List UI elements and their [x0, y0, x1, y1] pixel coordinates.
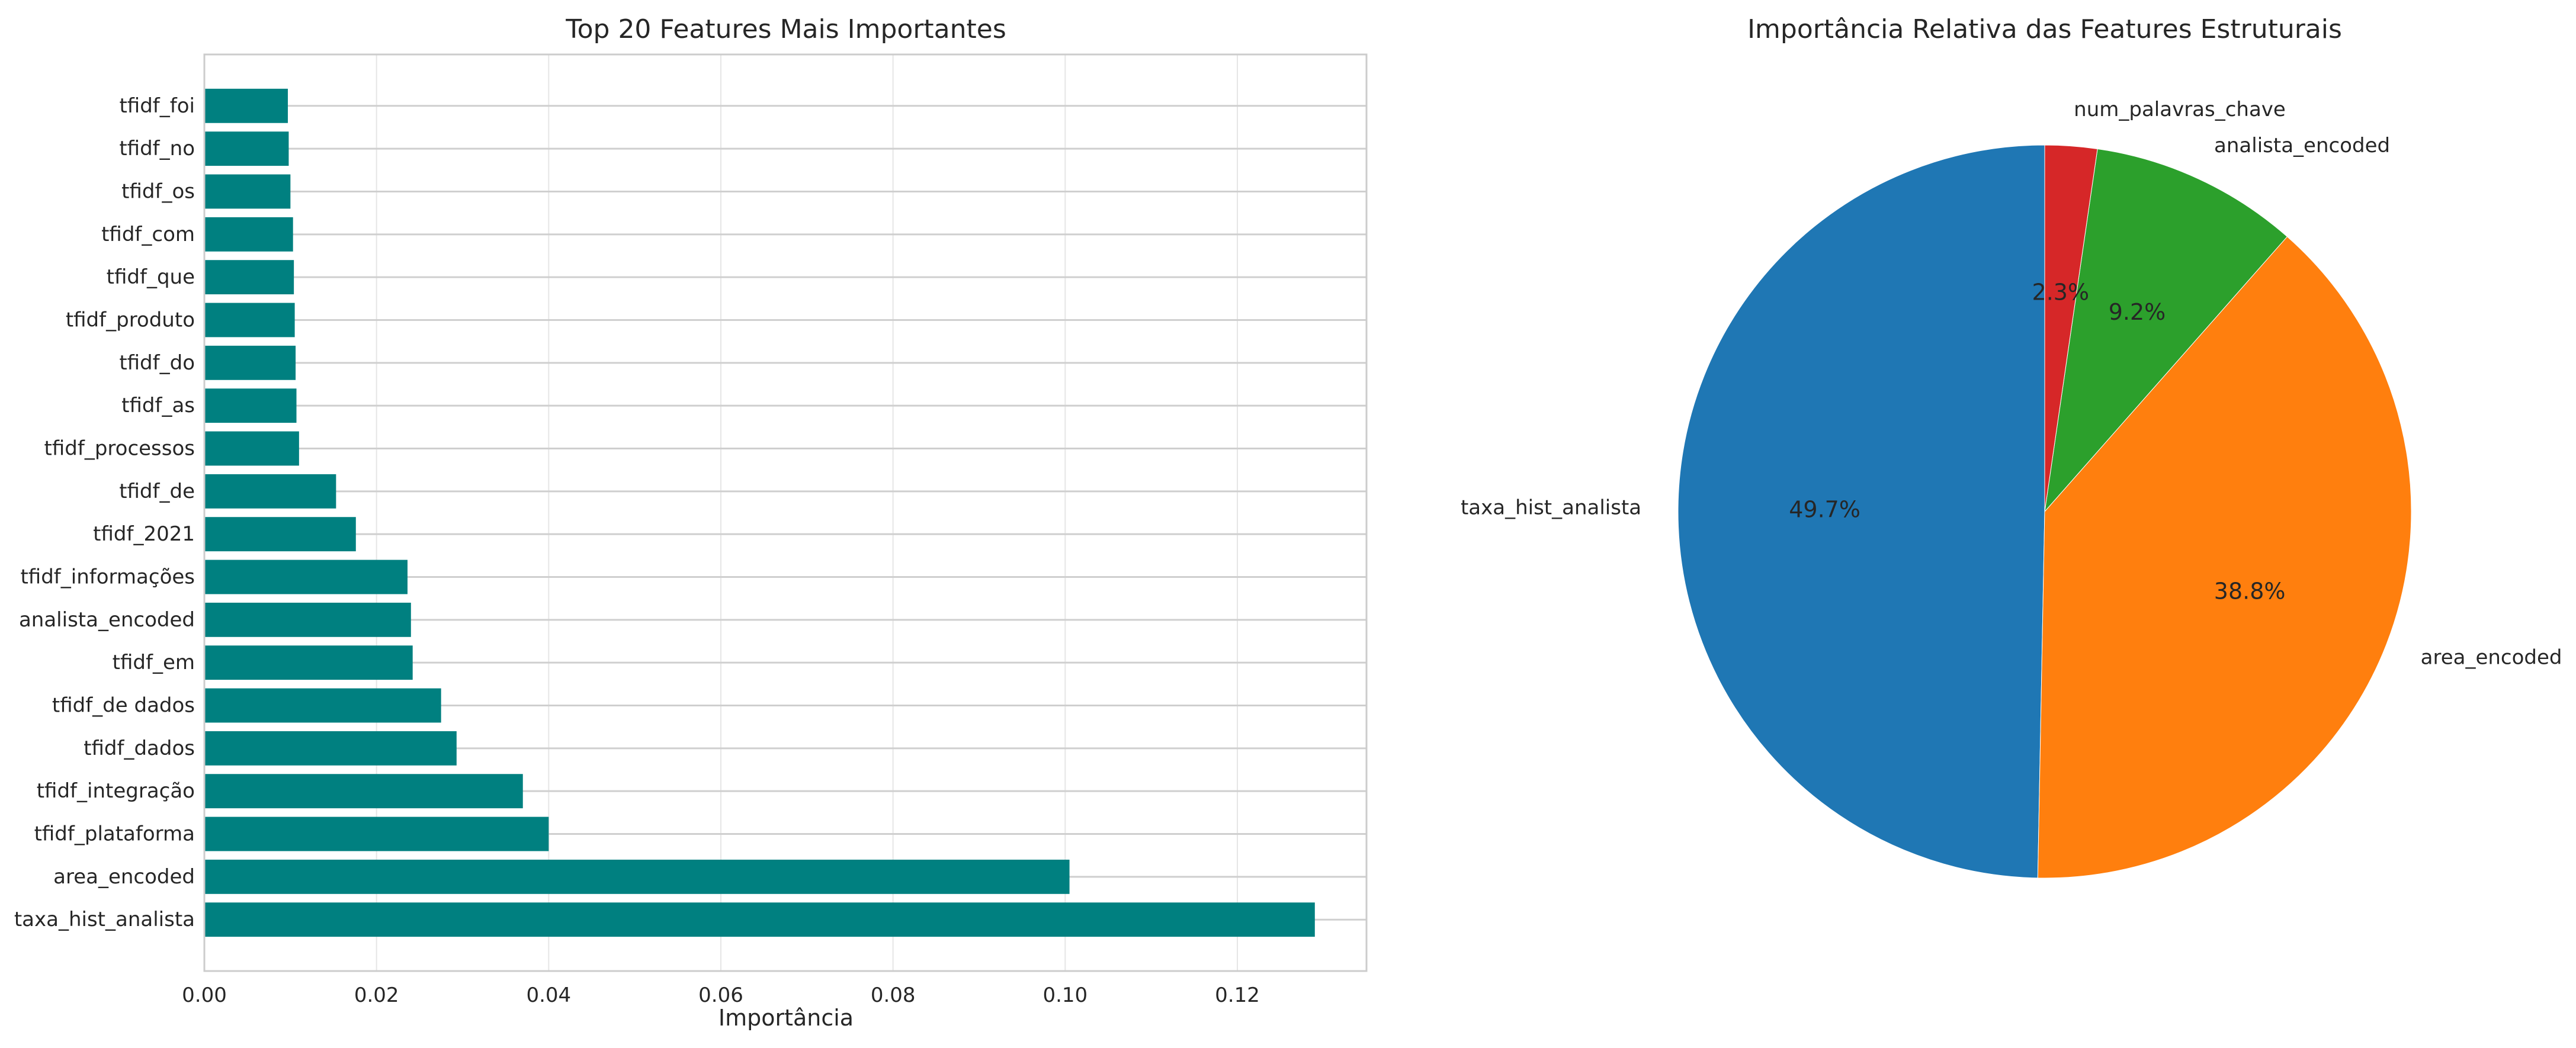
- bar-chart-panel: Top 20 Features Mais Importantes taxa_hi…: [14, 14, 1368, 1031]
- bar-category-labels: taxa_hist_analista area_encoded tfidf_plat…: [14, 94, 195, 931]
- bar-tfidf_2021: [204, 517, 356, 552]
- bar-tfidf_que: [204, 260, 294, 295]
- pie-labels: 49.7% taxa_hist_analista 38.8% area_encoded…: [1461, 98, 2562, 670]
- bar-category-label: tfidf_de: [119, 480, 195, 503]
- pie-slice-label: taxa_hist_analista: [1461, 496, 1641, 520]
- pie-chart-title: Importância Relativa das Features Estrut…: [1747, 14, 2342, 44]
- bar-series: [204, 88, 1315, 937]
- bar-tfidf_integração: [204, 774, 523, 809]
- bar-x-tick-label: 0.04: [526, 983, 571, 1007]
- bar-category-label: tfidf_processos: [44, 436, 195, 460]
- bar-tfidf_plataforma: [204, 816, 549, 851]
- bar-category-label: tfidf_foi: [119, 94, 195, 118]
- bar-category-label: tfidf_no: [119, 137, 195, 160]
- bar-category-label: tfidf_que: [107, 265, 195, 289]
- pie-chart-panel: Importância Relativa das Features Estrut…: [1461, 14, 2562, 879]
- bar-tfidf_informações: [204, 560, 408, 594]
- bar-x-tick-label: 0.10: [1042, 983, 1087, 1007]
- bar-category-label: tfidf_as: [121, 394, 195, 417]
- bar-tfidf_dados: [204, 731, 457, 766]
- bar-tfidf_as: [204, 388, 297, 423]
- bar-analista_encoded: [204, 602, 411, 637]
- pie-slice-area_encoded: [2037, 236, 2412, 879]
- bar-x-axis-label: Importância: [718, 1005, 854, 1031]
- bar-category-label: taxa_hist_analista: [14, 908, 195, 931]
- bar-category-label: tfidf_integração: [37, 779, 195, 803]
- pie-percent-label: 49.7%: [1789, 496, 1860, 522]
- bar-x-tick-label: 0.06: [698, 983, 743, 1007]
- bar-x-tick-label: 0.02: [354, 983, 399, 1007]
- bar-category-label: tfidf_2021: [93, 522, 195, 546]
- bar-category-label: tfidf_produto: [66, 308, 195, 332]
- bar-area_encoded: [204, 859, 1070, 894]
- bar-tfidf_os: [204, 174, 291, 209]
- bar-category-label: tfidf_do: [119, 351, 195, 375]
- bar-x-tick-labels: 0.00 0.02 0.04 0.06 0.08 0.10 0.12: [182, 983, 1260, 1007]
- bar-chart-title: Top 20 Features Mais Importantes: [565, 14, 1006, 44]
- pie-slice-label: analista_encoded: [2214, 134, 2390, 157]
- bar-tfidf_foi: [204, 88, 288, 123]
- bar-tfidf_produto: [204, 303, 295, 337]
- bar-tfidf_processos: [204, 431, 299, 466]
- pie-percent-label: 38.8%: [2214, 578, 2286, 605]
- bar-tfidf_do: [204, 345, 296, 380]
- pie-percent-label: 9.2%: [2109, 299, 2166, 325]
- bar-tfidf_em: [204, 645, 413, 680]
- bar-category-label: tfidf_informações: [20, 565, 195, 589]
- bar-category-label: tfidf_de dados: [52, 694, 195, 718]
- pie-slice-num_palavras_chave: [2044, 144, 2098, 512]
- pie-slice-label: num_palavras_chave: [2074, 98, 2286, 121]
- bar-category-label: tfidf_plataforma: [34, 822, 195, 846]
- pie-slice-label: area_encoded: [2421, 646, 2562, 670]
- bar-tfidf_de: [204, 474, 336, 509]
- bar-category-label: analista_encoded: [19, 608, 195, 632]
- pie-slice-analista_encoded: [2044, 148, 2288, 513]
- bar-x-tick-label: 0.00: [182, 983, 227, 1007]
- pie-slices: [1677, 144, 2412, 879]
- bar-tfidf_com: [204, 217, 293, 252]
- bar-taxa_hist_analista: [204, 902, 1315, 937]
- pie-slice-taxa_hist_analista: [1677, 144, 2045, 879]
- bar-x-tick-label: 0.08: [871, 983, 916, 1007]
- bar-category-label: tfidf_com: [101, 223, 195, 246]
- bar-category-label: tfidf_os: [121, 179, 195, 203]
- pie-percent-label: 2.3%: [2032, 279, 2090, 306]
- bar-category-label: tfidf_dados: [84, 737, 195, 760]
- bar-x-tick-label: 0.12: [1215, 983, 1260, 1007]
- bar-category-label: tfidf_em: [113, 651, 195, 674]
- bar-tfidf_de dados: [204, 688, 441, 723]
- bar-category-label: area_encoded: [53, 865, 195, 889]
- bar-plot-frame: [203, 53, 1368, 972]
- bar-tfidf_no: [204, 131, 289, 166]
